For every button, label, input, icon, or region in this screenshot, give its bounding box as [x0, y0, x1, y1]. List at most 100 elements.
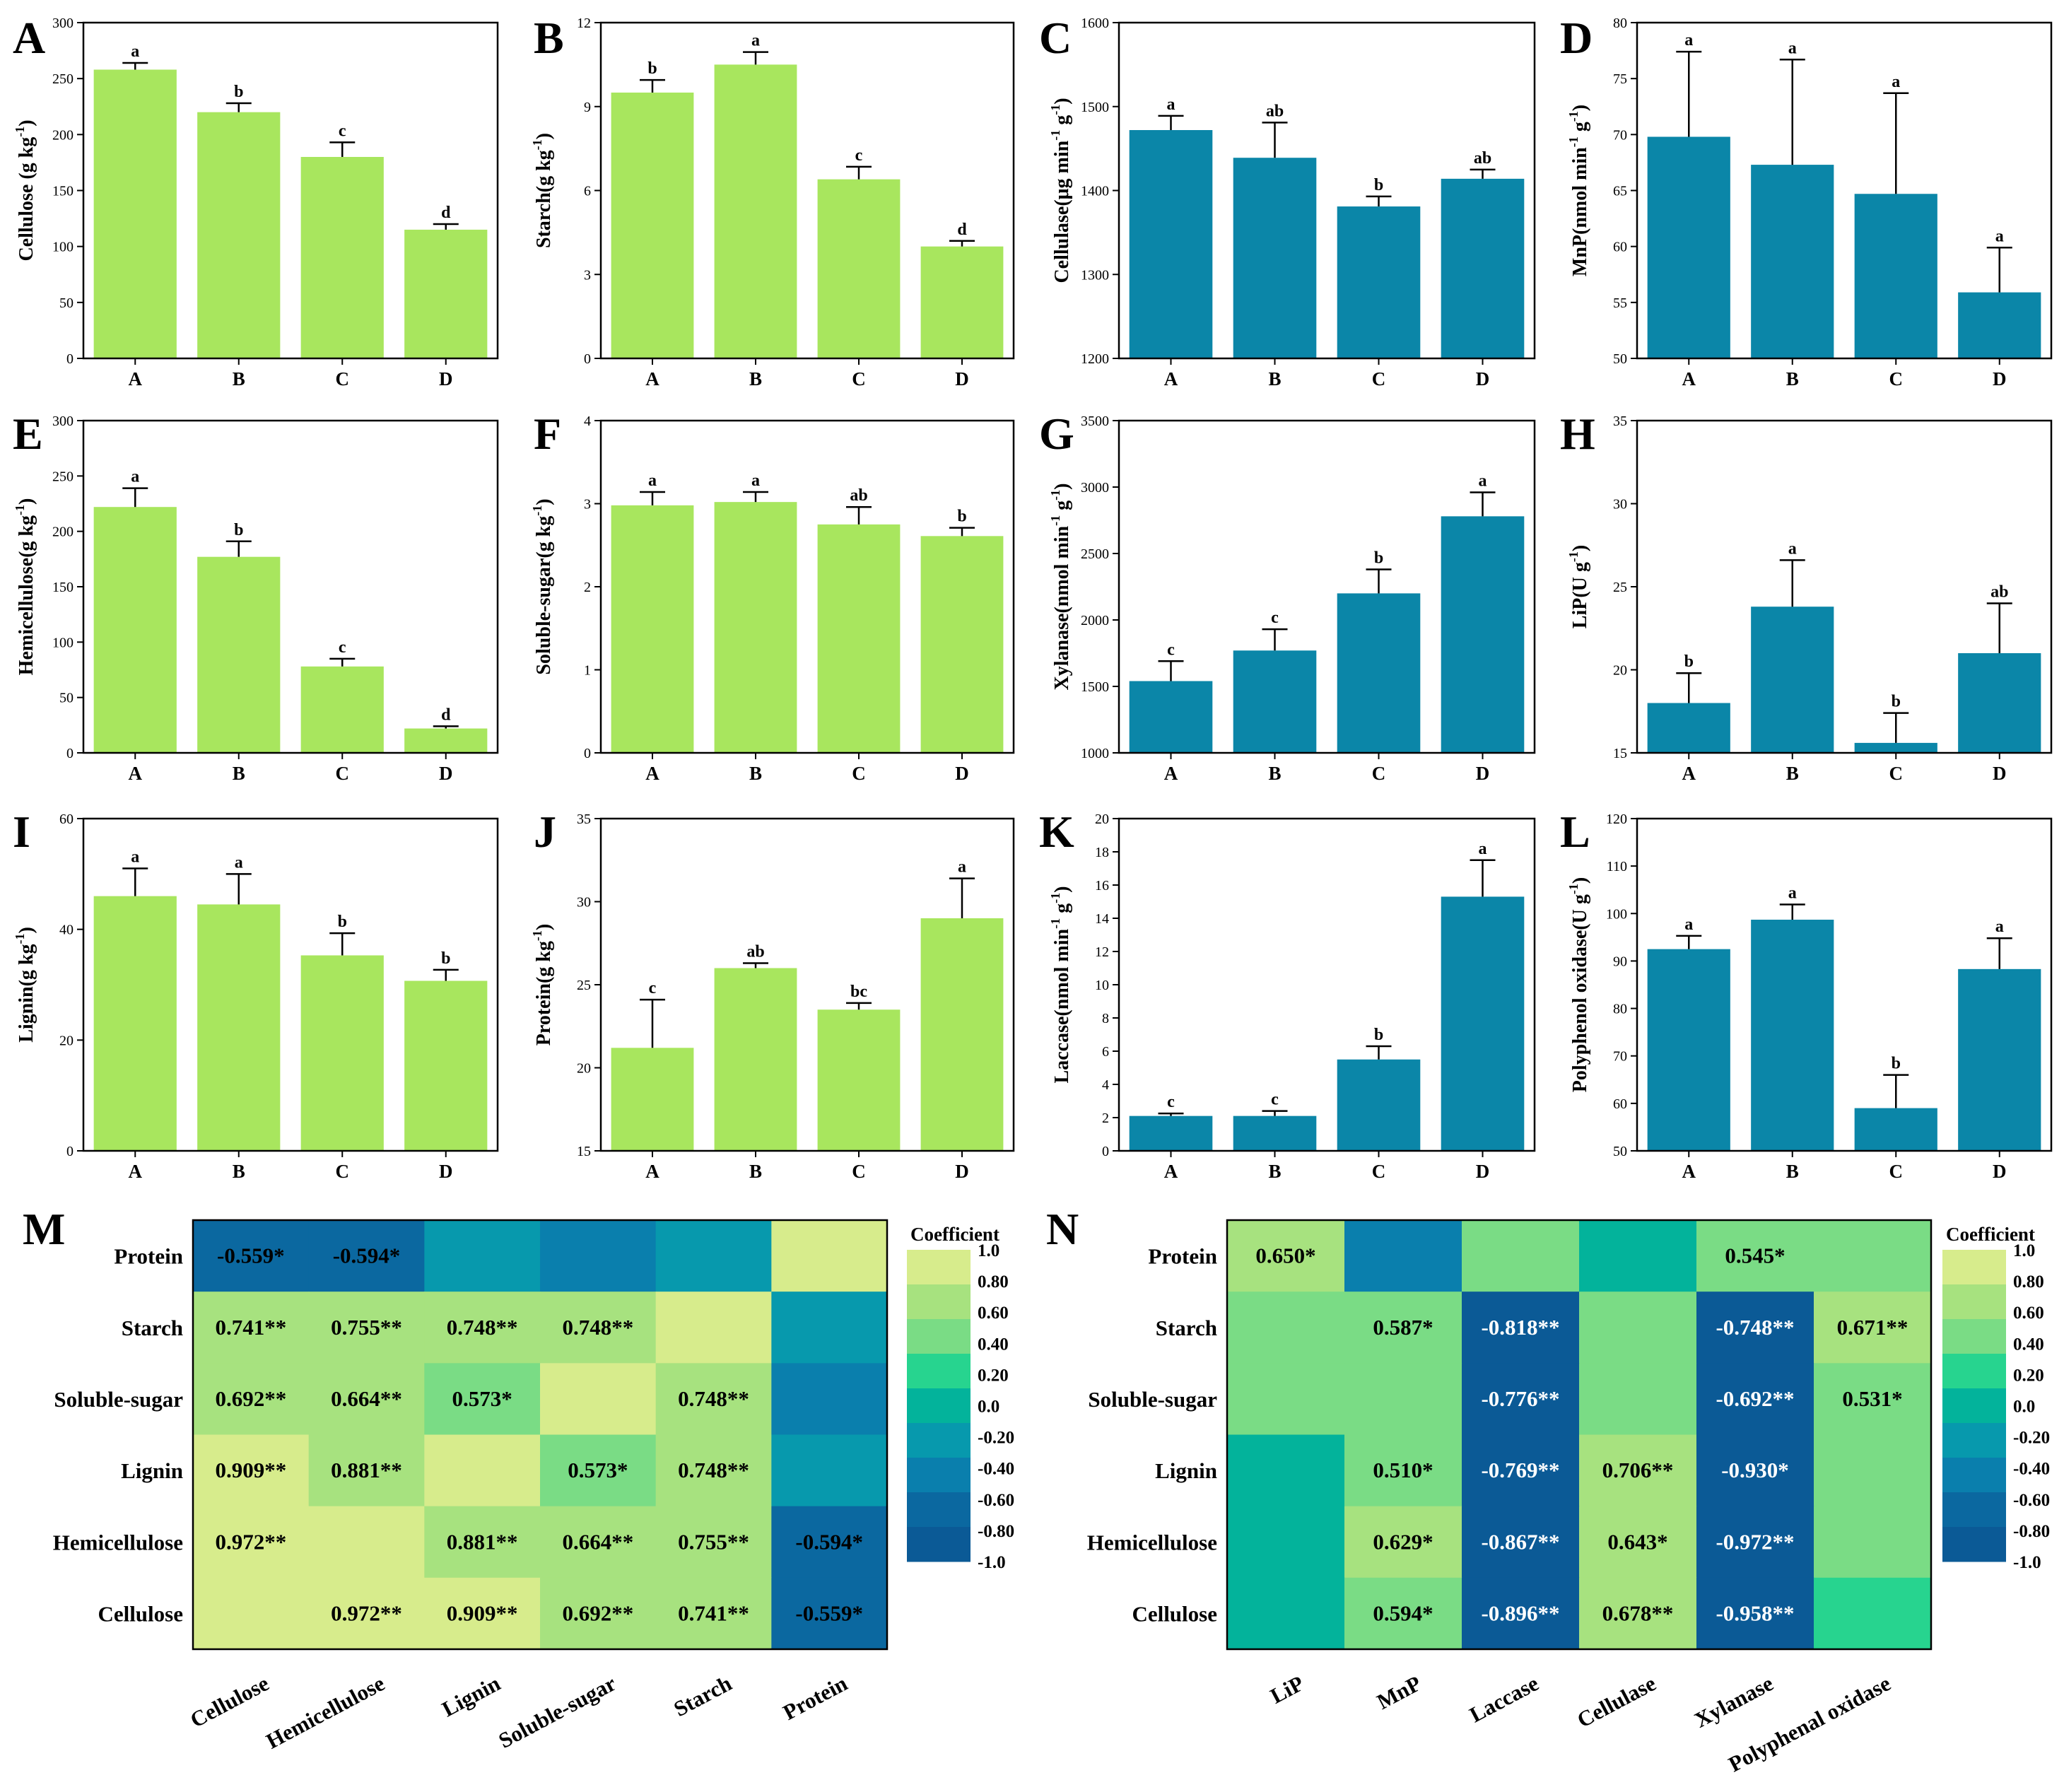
y-tick-label: 50 [59, 691, 74, 706]
significance-letter: c [855, 146, 863, 165]
cell-label: -0.818** [1481, 1315, 1559, 1340]
y-axis-label-sup: -1 [1566, 136, 1581, 147]
cell-label: -0.867** [1481, 1529, 1559, 1554]
bar-C [817, 179, 901, 358]
significance-letter: a [751, 32, 760, 50]
y-axis-label-part: ) [1051, 484, 1073, 490]
y-tick-label: 3 [584, 267, 591, 283]
heat-cell [1814, 1506, 1932, 1579]
y-axis-label: Hemicellulose(g kg-1) [13, 498, 37, 676]
panel-letter: F [534, 409, 561, 459]
legend-label: 0.0 [2013, 1398, 2035, 1417]
heat-cell [1696, 1434, 1814, 1507]
heat-cell [1814, 1577, 1932, 1650]
bar-A [611, 505, 694, 753]
heat-cell [1344, 1577, 1462, 1650]
heat-cell [1227, 1292, 1345, 1364]
heat-cell [1696, 1292, 1814, 1364]
cell-label: 0.741** [215, 1315, 286, 1340]
legend-swatch [907, 1284, 971, 1320]
x-tick-label: A [129, 1161, 143, 1182]
panel-letter: D [1560, 13, 1593, 63]
bar-A [1647, 703, 1730, 753]
legend-swatch [907, 1423, 971, 1458]
y-tick-label: 30 [577, 895, 591, 910]
y-axis-label-part: Soluble-sugar(g kg [533, 516, 555, 675]
panel-letter: G [1039, 409, 1074, 459]
heat-cell [540, 1434, 657, 1507]
y-tick-label: 2500 [1081, 546, 1109, 562]
y-tick-label: 12 [1095, 944, 1109, 960]
panel-letter: I [13, 807, 30, 857]
heat-cell [771, 1363, 888, 1436]
panel-I: Ia Aa Bb Cb D 0 20 40 60 Lignin(g kg-1) [13, 807, 499, 1182]
y-axis-label: Starch(g kg-1) [530, 133, 555, 248]
cell-label: -0.972** [1716, 1529, 1794, 1554]
heat-cell [1344, 1292, 1462, 1364]
y-tick-label: 35 [1613, 414, 1627, 429]
cell-label: 0.692** [215, 1386, 286, 1411]
x-tick-label: D [955, 763, 969, 784]
y-axis-label-sup: -1 [13, 934, 27, 944]
bar-C [300, 666, 384, 753]
cell-label: 0.643* [1607, 1529, 1667, 1554]
significance-letter: a [1479, 472, 1487, 491]
column-label: MnP [1373, 1670, 1425, 1714]
panel-letter: C [1039, 13, 1072, 63]
significance-letter: a [1479, 840, 1487, 858]
bar-C [1337, 593, 1421, 753]
y-tick-label: 0 [66, 1144, 74, 1159]
heat-cell [308, 1292, 425, 1364]
cell-label: -0.692** [1716, 1386, 1794, 1411]
panel-letter: B [534, 13, 564, 63]
cell-label: 0.748** [447, 1315, 518, 1340]
bar-B [197, 112, 281, 358]
y-tick-label: 100 [52, 240, 74, 255]
significance-letter: ab [1266, 102, 1284, 120]
panel-K: Kc Ac Bb Ca D 0 2 4 6 8 10 12 14 16 18 20 Laccase(nmol m… [1039, 807, 1536, 1182]
bar-D [1441, 516, 1525, 753]
y-tick-label: 35 [577, 812, 591, 827]
legend-title: Coefficient [910, 1224, 999, 1245]
y-tick-label: 100 [52, 635, 74, 650]
y-tick-label: 0 [66, 351, 74, 367]
legend-label: 0.0 [978, 1398, 999, 1417]
bar-C [1337, 206, 1421, 358]
heat-cell [771, 1220, 888, 1292]
y-axis-label-part: MnP(nmol min [1569, 147, 1591, 276]
panel-C: Ca Aab Bb Cab D 1200 1300 1400 1500 1600 Cellulase… [1039, 13, 1536, 390]
heat-cell [424, 1577, 541, 1650]
cell-label: -0.559* [217, 1243, 285, 1268]
y-axis-label-part: ) [533, 498, 555, 505]
x-tick-label: B [1268, 368, 1281, 390]
legend-label: -0.20 [2013, 1429, 2050, 1448]
panel-G: Gc Ac Bb Ca D 1000 1500 2000 2500 3000 3500 Xylanas… [1039, 409, 1536, 784]
bar-A [93, 69, 177, 358]
legend-label: -1.0 [2013, 1553, 2041, 1572]
panel-N: N 0.650* 0.545* 0.587* -0.818** -0.748** 0.671… [1046, 1204, 2050, 1776]
x-tick-label: B [1786, 1161, 1799, 1182]
plot-frame [1118, 419, 1536, 754]
y-tick-label: 2 [1102, 1111, 1109, 1126]
heat-cell [540, 1220, 657, 1292]
x-tick-label: A [1682, 763, 1696, 784]
significance-letter: b [647, 59, 657, 78]
y-axis-label-part: ) [16, 119, 37, 126]
y-tick-label: 250 [52, 469, 74, 484]
x-tick-label: B [233, 368, 245, 390]
y-tick-label: 1000 [1081, 746, 1109, 761]
y-tick-label: 1500 [1081, 100, 1109, 115]
y-axis-label: Cellulose (g kg-1) [13, 119, 37, 261]
row-label: Soluble-sugar [1088, 1387, 1217, 1412]
y-tick-label: 2 [584, 580, 591, 595]
significance-letter: b [234, 521, 243, 539]
row-label: Starch [122, 1316, 183, 1340]
cell-label: 0.594* [1373, 1600, 1433, 1625]
column-label: Protein [779, 1670, 852, 1725]
x-tick-label: A [1682, 368, 1696, 390]
cell-label: 0.629* [1373, 1529, 1433, 1554]
x-tick-label: B [1786, 763, 1799, 784]
y-tick-label: 0 [1102, 1144, 1109, 1159]
x-tick-label: D [1993, 763, 2007, 784]
